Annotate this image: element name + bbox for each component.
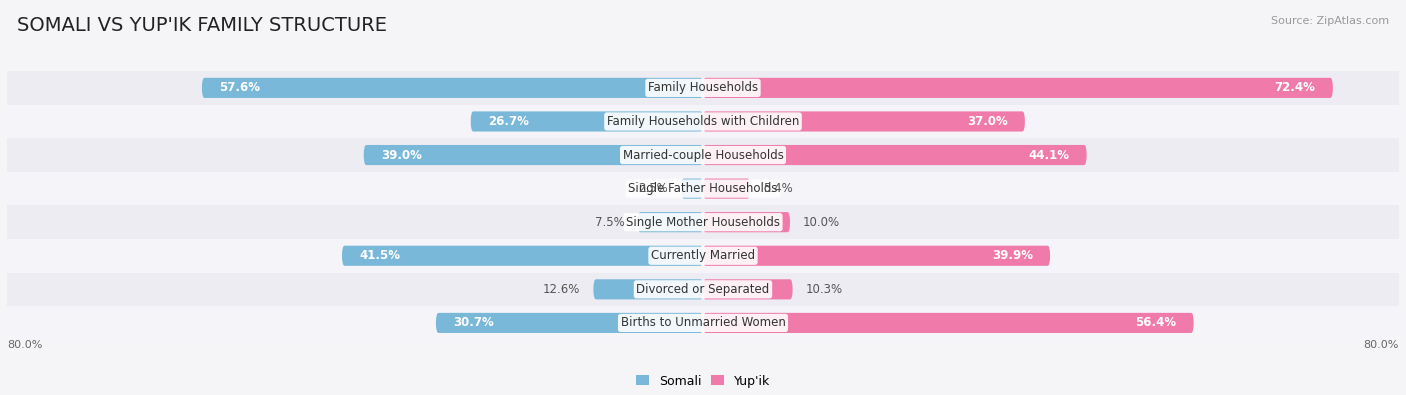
Text: Single Father Households: Single Father Households <box>628 182 778 195</box>
Bar <box>7 306 1399 340</box>
Text: Currently Married: Currently Married <box>651 249 755 262</box>
Text: 41.5%: 41.5% <box>360 249 401 262</box>
FancyBboxPatch shape <box>593 279 703 299</box>
FancyBboxPatch shape <box>364 145 703 165</box>
Text: Single Mother Households: Single Mother Households <box>626 216 780 229</box>
Text: 2.5%: 2.5% <box>638 182 668 195</box>
Text: Divorced or Separated: Divorced or Separated <box>637 283 769 296</box>
Bar <box>7 239 1399 273</box>
FancyBboxPatch shape <box>703 111 1025 132</box>
FancyBboxPatch shape <box>703 179 749 199</box>
Bar <box>7 105 1399 138</box>
FancyBboxPatch shape <box>703 313 1194 333</box>
FancyBboxPatch shape <box>703 246 1050 266</box>
Text: Family Households: Family Households <box>648 81 758 94</box>
Text: 37.0%: 37.0% <box>967 115 1008 128</box>
Text: 44.1%: 44.1% <box>1028 149 1069 162</box>
FancyBboxPatch shape <box>436 313 703 333</box>
Text: 39.9%: 39.9% <box>991 249 1033 262</box>
Text: 26.7%: 26.7% <box>488 115 529 128</box>
Bar <box>7 273 1399 306</box>
FancyBboxPatch shape <box>682 179 703 199</box>
FancyBboxPatch shape <box>703 279 793 299</box>
Text: SOMALI VS YUP'IK FAMILY STRUCTURE: SOMALI VS YUP'IK FAMILY STRUCTURE <box>17 16 387 35</box>
Text: 10.0%: 10.0% <box>803 216 841 229</box>
Bar <box>7 205 1399 239</box>
Text: 80.0%: 80.0% <box>1364 340 1399 350</box>
FancyBboxPatch shape <box>703 212 790 232</box>
Text: Family Households with Children: Family Households with Children <box>607 115 799 128</box>
Text: 30.7%: 30.7% <box>453 316 494 329</box>
FancyBboxPatch shape <box>342 246 703 266</box>
FancyBboxPatch shape <box>202 78 703 98</box>
Text: 80.0%: 80.0% <box>7 340 42 350</box>
Text: 57.6%: 57.6% <box>219 81 260 94</box>
Bar <box>7 138 1399 172</box>
Legend: Somali, Yup'ik: Somali, Yup'ik <box>631 370 775 393</box>
FancyBboxPatch shape <box>703 78 1333 98</box>
Text: 39.0%: 39.0% <box>381 149 422 162</box>
Text: 12.6%: 12.6% <box>543 283 581 296</box>
Text: 10.3%: 10.3% <box>806 283 842 296</box>
Bar <box>7 71 1399 105</box>
Text: Source: ZipAtlas.com: Source: ZipAtlas.com <box>1271 16 1389 26</box>
Text: Births to Unmarried Women: Births to Unmarried Women <box>620 316 786 329</box>
Text: Married-couple Households: Married-couple Households <box>623 149 783 162</box>
Text: 72.4%: 72.4% <box>1275 81 1316 94</box>
FancyBboxPatch shape <box>471 111 703 132</box>
Text: 56.4%: 56.4% <box>1135 316 1177 329</box>
FancyBboxPatch shape <box>638 212 703 232</box>
FancyBboxPatch shape <box>703 145 1087 165</box>
Text: 7.5%: 7.5% <box>595 216 624 229</box>
Bar <box>7 172 1399 205</box>
Text: 5.4%: 5.4% <box>763 182 793 195</box>
